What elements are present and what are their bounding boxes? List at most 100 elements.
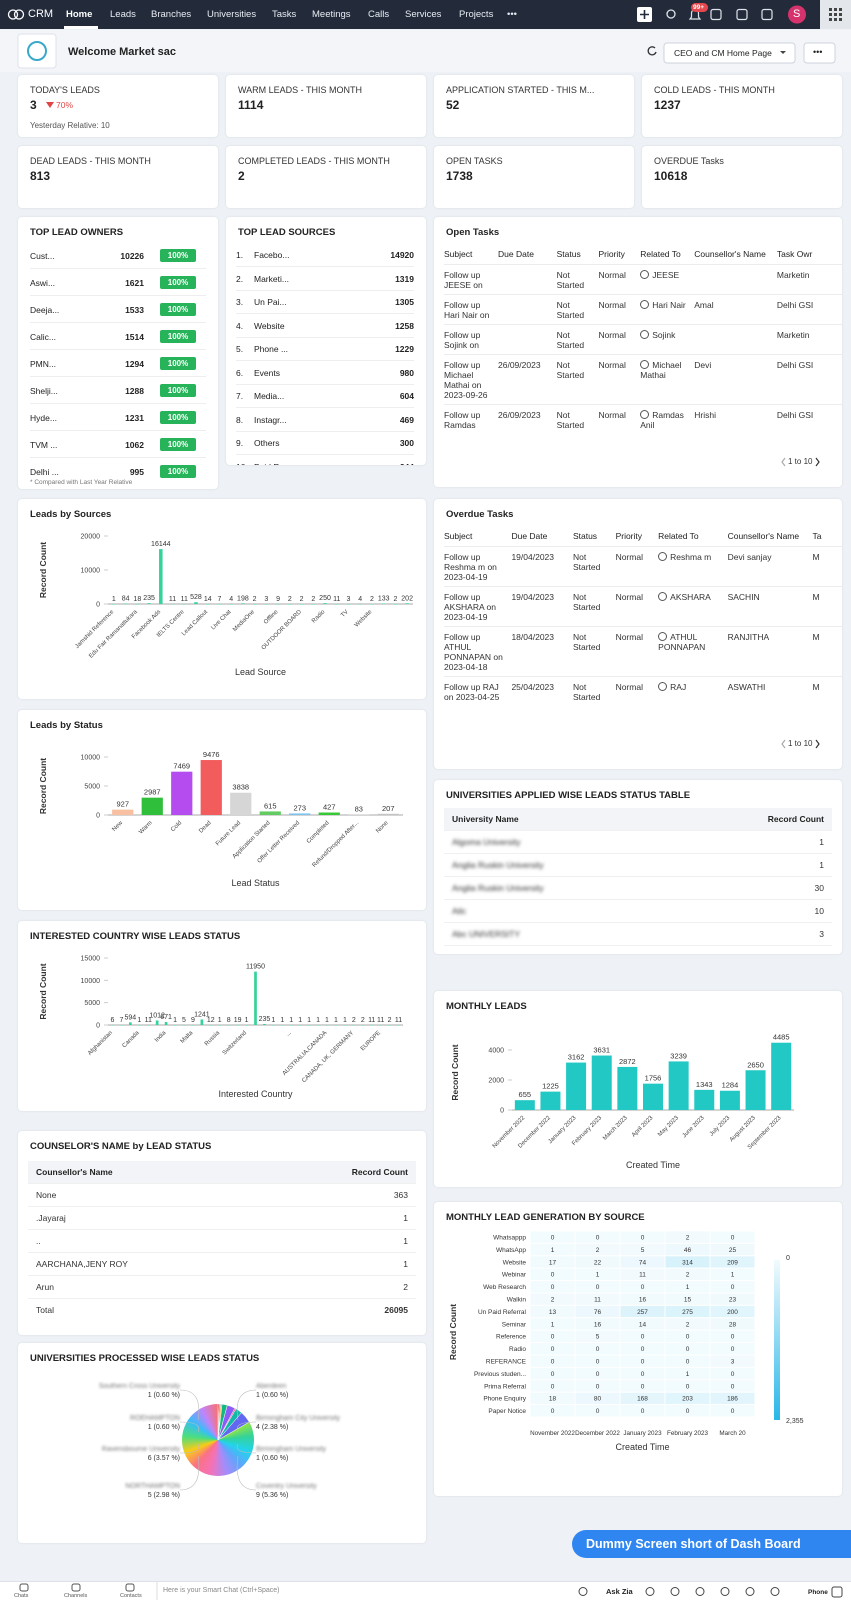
bar: [171, 771, 193, 815]
source-rank: 9.: [236, 438, 244, 448]
nav-item[interactable]: Home: [66, 9, 93, 20]
value-label: 2: [300, 596, 304, 603]
cell-value: 0: [641, 1235, 645, 1242]
value-label: 84: [122, 596, 130, 603]
y-tick-label: 0: [96, 602, 100, 609]
avatar-letter[interactable]: S: [793, 8, 801, 20]
down-arrow: [46, 102, 54, 108]
table-cell: 1: [222, 1229, 416, 1253]
bar: [343, 1024, 347, 1026]
nav-item[interactable]: Services: [405, 9, 442, 20]
y-tick-label: 0: [500, 1108, 504, 1115]
cell-value: 0: [551, 1284, 555, 1291]
footer-item[interactable]: Contacts: [120, 1593, 142, 1599]
bar: [289, 813, 311, 815]
table-cell: Algoma University: [444, 830, 638, 854]
leader-line: [236, 1455, 257, 1491]
x-axis-title: Created Time: [615, 1442, 669, 1452]
cell-value: 2: [686, 1321, 690, 1328]
x-tick-label: Switzerland: [222, 1030, 248, 1056]
footer-item[interactable]: Chats: [14, 1593, 29, 1599]
bar: [236, 1024, 239, 1026]
bar: [170, 603, 175, 605]
task-cell: Not Started: [556, 324, 599, 355]
table-row: Algoma University 1: [444, 830, 832, 854]
card: UNIVERSITIES PROCESSED WISE LEADS STATUS…: [18, 1343, 426, 1543]
task-cell: 19/04/2023: [511, 546, 573, 587]
task-row[interactable]: Follow up RAJ on 2023-04-25 25/04/2023 Not…: [444, 676, 842, 706]
value-label: 6: [111, 1017, 115, 1024]
task-cell: Follow up Hari Nair on: [444, 294, 499, 325]
cell-value: 0: [641, 1383, 645, 1390]
table-row: Anglia Ruskin University 30: [444, 876, 832, 900]
bar: [370, 1024, 374, 1026]
apps-dot: [829, 13, 832, 16]
task-row[interactable]: Follow up JEESE on Not Started Normal JEESE…: [444, 264, 842, 295]
nav-item[interactable]: •••: [507, 9, 517, 20]
phone[interactable]: Phone: [808, 1589, 828, 1596]
scale-max: 2,355: [786, 1418, 804, 1425]
owner-name: Hyde...: [30, 413, 57, 423]
apps-dot: [834, 18, 837, 21]
welcome-bar: Welcome Market sac CEO and CM Home Page ••…: [0, 30, 851, 72]
card: COUNSELOR'S NAME by LEAD STATUS Counsello…: [18, 1131, 426, 1335]
task-row[interactable]: Follow up Hari Nair on Not Started Normal H…: [444, 294, 842, 325]
task-cell: Not Started: [556, 264, 599, 295]
column-header: Subject: [444, 249, 473, 259]
cell-value: 0: [731, 1383, 735, 1390]
nav-item[interactable]: Leads: [110, 9, 136, 20]
more-button[interactable]: •••: [813, 47, 823, 57]
task-cell: Not Started: [556, 294, 599, 325]
y-tick-label: 4000: [488, 1048, 504, 1055]
table-row: None 363: [28, 1183, 416, 1207]
cell-value: 0: [641, 1371, 645, 1378]
task-row[interactable]: Follow up Sojink on Not Started Normal Soji…: [444, 324, 842, 355]
slice-name: Southern Cross University: [99, 1383, 181, 1390]
task-row[interactable]: Follow up Ramdas 26/09/2023 Not Started Nor…: [444, 404, 842, 434]
value-label: 1284: [722, 1081, 739, 1090]
nav-item[interactable]: Universities: [207, 9, 257, 20]
org-logo-box: [17, 33, 57, 69]
divider: [30, 430, 206, 431]
row-label: Whatsappp: [493, 1235, 526, 1242]
dashboard-dropdown[interactable]: CEO and CM Home Page: [674, 48, 772, 58]
cell-value: 0: [686, 1383, 690, 1390]
table-cell: None: [28, 1183, 222, 1207]
footer-item[interactable]: Channels: [64, 1593, 88, 1599]
smart-chat[interactable]: Here is your Smart Chat (Ctrl+Space): [163, 1587, 280, 1594]
row-label: Web Research: [483, 1284, 526, 1291]
divider: [30, 457, 206, 458]
value-label: 11: [169, 596, 176, 603]
divider: [236, 383, 414, 385]
nav-item[interactable]: Tasks: [272, 9, 297, 20]
task-row[interactable]: Follow up Reshma m on 2023-04-19 19/04/20…: [444, 546, 842, 587]
x-tick-label: Warm: [138, 820, 153, 835]
divider: [236, 289, 414, 291]
value-label: 11: [377, 1017, 384, 1024]
x-tick-label: India: [154, 1030, 168, 1044]
task-row[interactable]: Follow up AKSHARA on 2023-04-19 19/04/202…: [444, 586, 842, 627]
value-label: 250: [319, 595, 331, 602]
nav-item[interactable]: Calls: [368, 9, 390, 20]
table-cell: 1: [222, 1252, 416, 1276]
owner-percent: 100%: [160, 384, 196, 397]
nav-item[interactable]: Meetings: [312, 9, 351, 20]
nav-item[interactable]: Projects: [459, 9, 494, 20]
value-label: 1: [280, 1017, 284, 1024]
value-label: 235: [143, 595, 155, 602]
source-name: Instagr...: [254, 414, 287, 425]
task-cell: Normal: [615, 626, 659, 677]
task-row[interactable]: Follow up Michael Mathai on 2023-09-26 26…: [444, 354, 842, 405]
table-cell: 10: [638, 899, 832, 923]
cell-value: 0: [686, 1334, 690, 1341]
value-label: 1012: [149, 1012, 165, 1019]
row-label: Phone Enquiry: [483, 1396, 526, 1403]
nav-icons: [7, 0, 851, 29]
slice-value: 4 (2.38 %): [256, 1424, 288, 1431]
bar: [334, 603, 339, 605]
cell-value: 209: [727, 1259, 738, 1266]
nav-item[interactable]: Branches: [151, 9, 192, 20]
task-row[interactable]: Follow up ATHUL PONNAPAN on 2023-04-18 18…: [444, 626, 842, 677]
ask-zia[interactable]: Ask Zia: [606, 1587, 633, 1596]
x-axis-title: Lead Source: [235, 667, 286, 677]
